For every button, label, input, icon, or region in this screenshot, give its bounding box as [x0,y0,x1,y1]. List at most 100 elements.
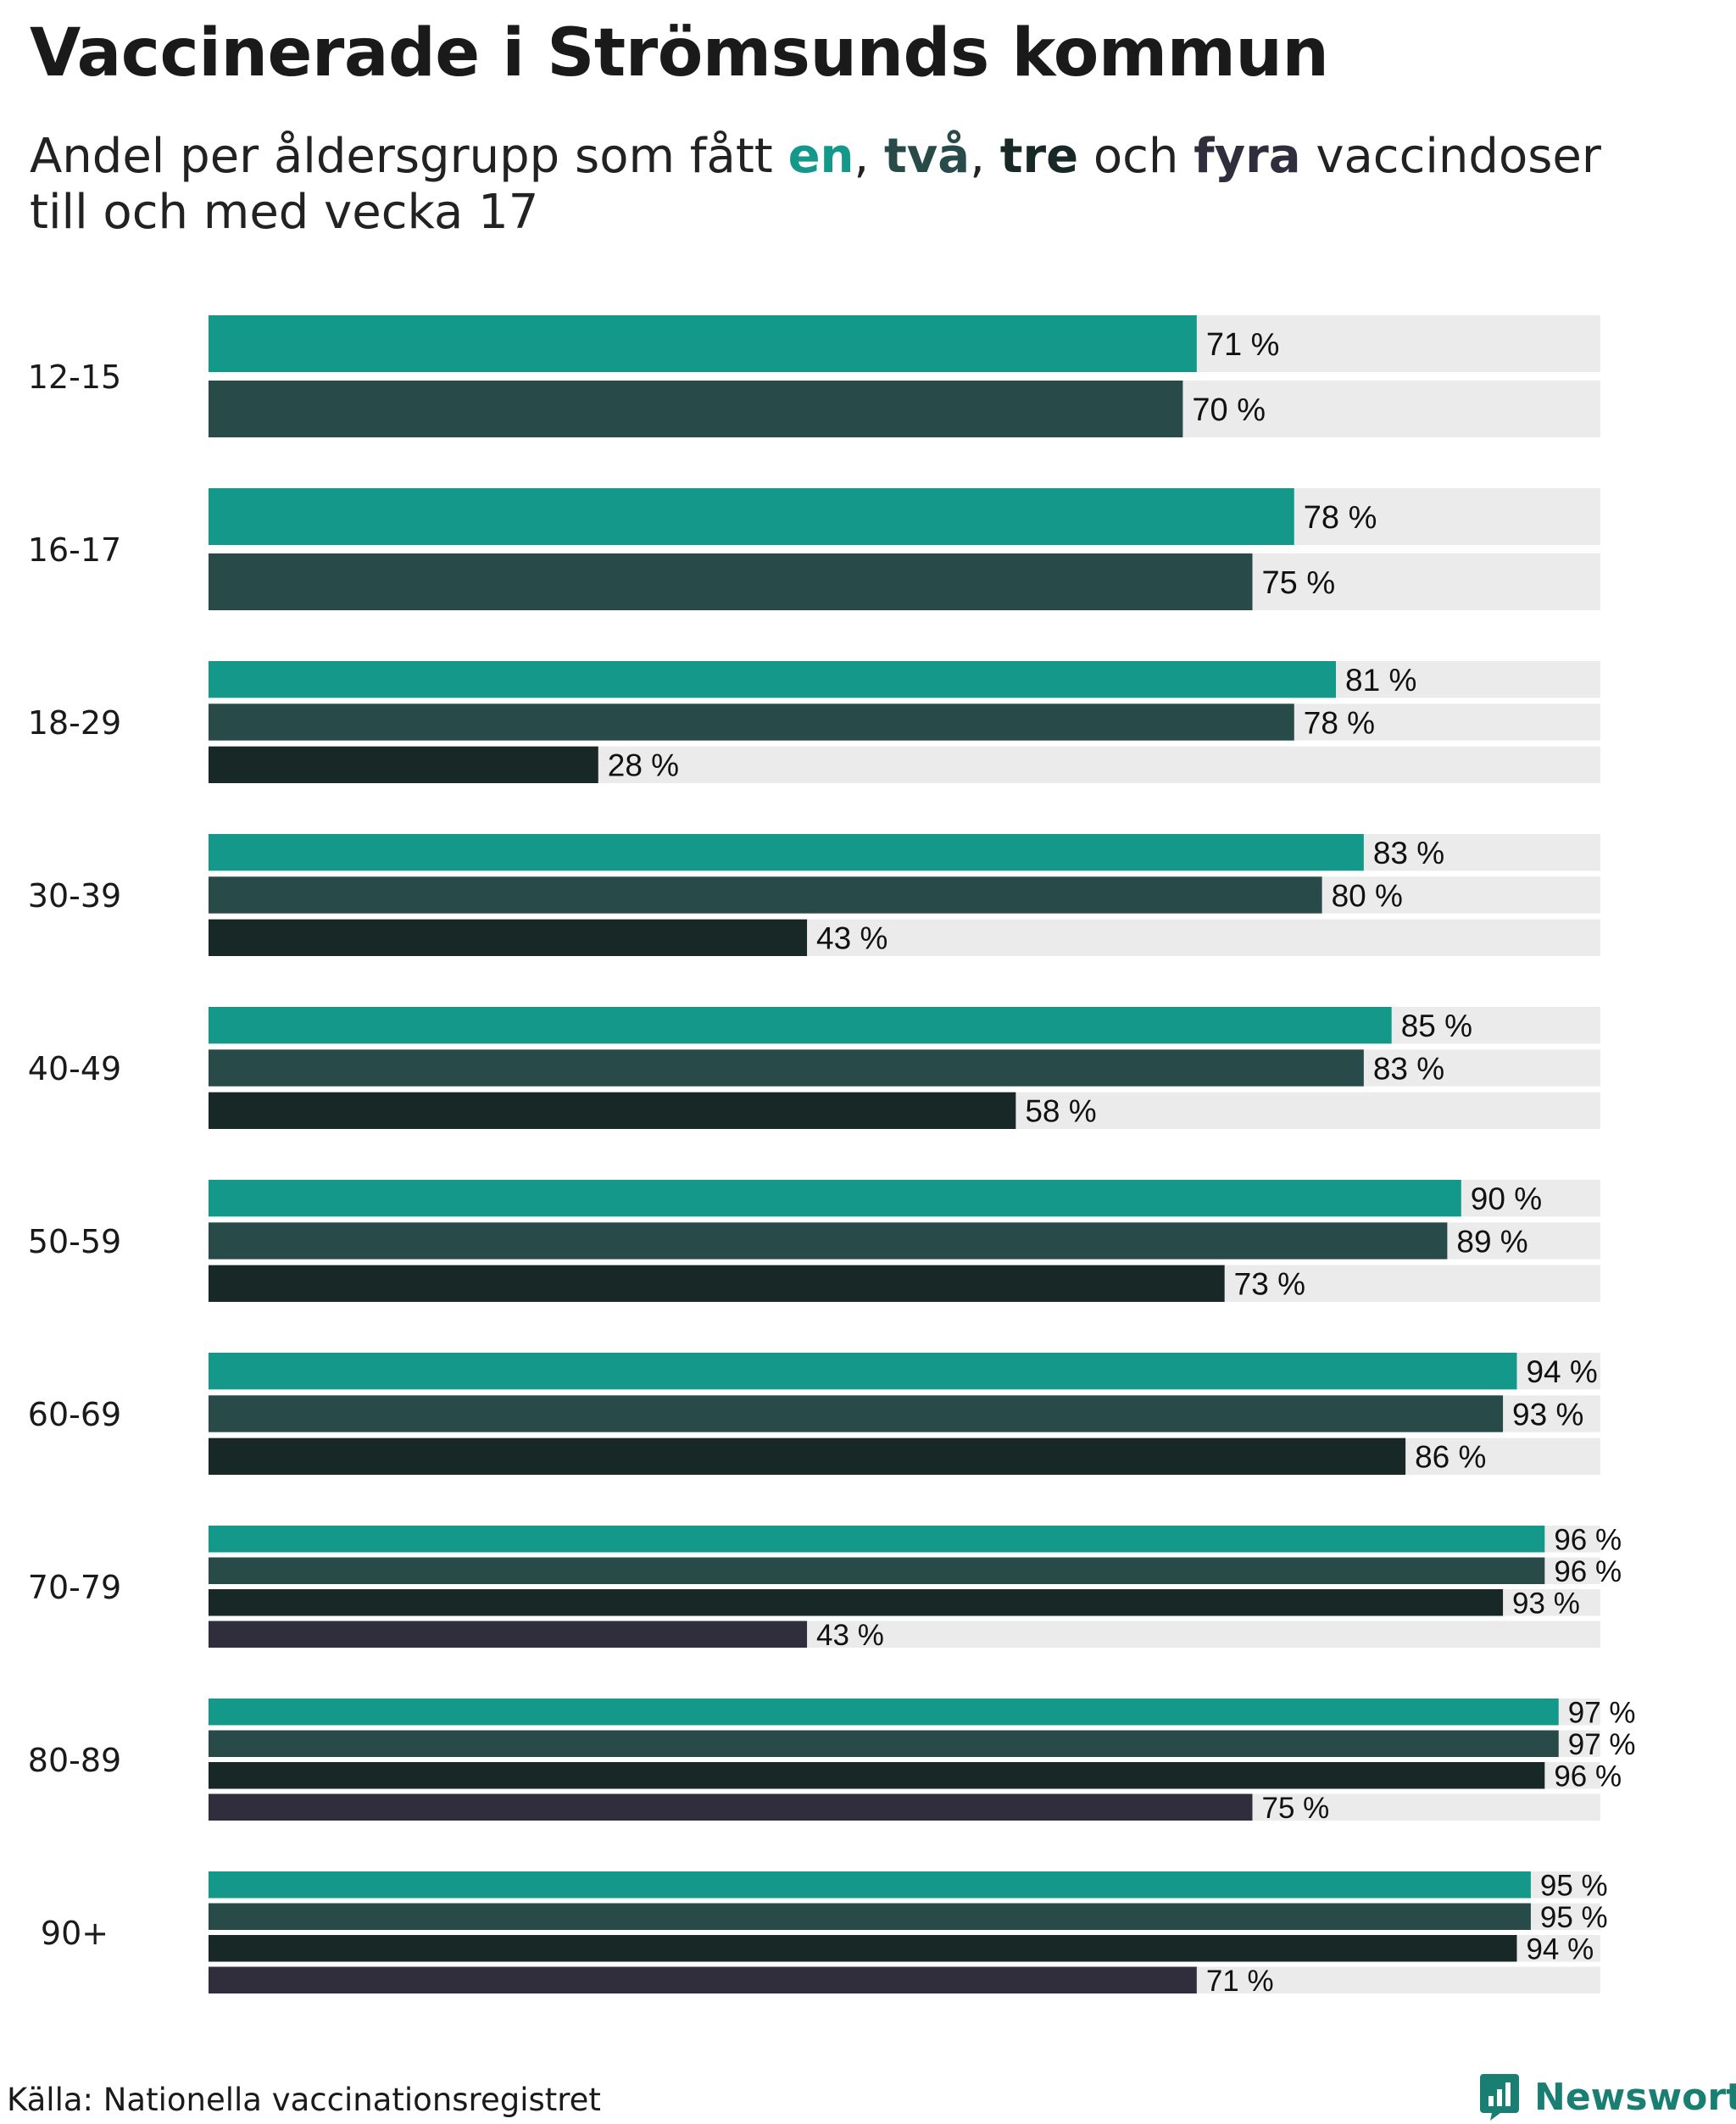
data-label: 83 % [1373,1051,1444,1086]
data-label: 73 % [1234,1267,1305,1302]
age-group-50-59: 50-59 90 % 89 % 73 % [28,1180,1600,1302]
bar-två [209,553,1253,610]
data-label: 89 % [1456,1224,1527,1259]
subtitle-suffix: vaccindoser [1300,129,1601,184]
data-label: 81 % [1345,663,1416,698]
bar-en [209,1526,1545,1553]
category-label: 80-89 [28,1742,121,1779]
category-label: 40-49 [28,1050,121,1087]
bar-tre [209,1762,1545,1789]
bar-två [209,703,1294,741]
subtitle-line-2: till och med vecka 17 [30,185,539,240]
bar-fyra [209,1966,1197,1993]
data-label: 93 % [1512,1587,1580,1620]
data-label: 43 % [816,1619,884,1652]
data-label: 80 % [1332,878,1403,913]
category-label: 60-69 [28,1396,121,1433]
data-label: 78 % [1304,705,1375,740]
bar-tre [209,1589,1504,1616]
chart-title: Vaccinerade i Strömsunds kommun [30,15,1329,92]
bar-en [209,1699,1559,1726]
bar-tre [209,919,808,956]
bar-en [209,834,1364,871]
bar-en [209,488,1294,545]
newsworthy-logo-text: Newsworthy [1534,2075,1736,2119]
age-group-90+: 90+95 %95 %94 %71 % [41,1869,1608,1998]
category-label: 12-15 [28,359,121,396]
data-label: 93 % [1512,1397,1583,1432]
bar-tre [209,1092,1016,1129]
bar-två [209,876,1322,914]
data-label: 94 % [1526,1354,1597,1389]
category-label: 90+ [41,1915,108,1952]
bar-två [209,1395,1504,1432]
legend-dose-3: tre [999,129,1079,184]
category-label: 70-79 [28,1569,121,1606]
data-label: 71 % [1206,1965,1274,1998]
newsworthy-logo: Newsworthy [1478,2070,1736,2124]
subtitle-sep-3: och [1078,129,1194,184]
data-label: 75 % [1262,565,1336,601]
bar-två [209,1049,1364,1087]
bar-två [209,1730,1559,1757]
bar-fyra [209,1621,808,1648]
data-label: 90 % [1471,1182,1542,1216]
data-label: 86 % [1415,1440,1486,1475]
bar-en [209,661,1337,698]
data-label: 85 % [1401,1009,1472,1043]
category-label: 18-29 [28,704,121,742]
data-label: 96 % [1554,1760,1622,1793]
source-note: Källa: Nationella vaccinationsregistret [7,2082,601,2118]
data-label: 58 % [1025,1094,1096,1129]
bar-tre [209,1265,1225,1302]
bar-tre [209,746,598,783]
age-group-12-15: 12-15 71 % 70 % [28,315,1600,437]
bar-en [209,1007,1392,1044]
bar-en [209,1871,1531,1899]
legend-dose-1: en [787,129,854,184]
vaccination-bar-chart: 12-15 71 % 70 % 16-17 78 % 75 % 18-29 81 % 78 % 2… [28,315,1636,1998]
legend-dose-2: två [884,129,971,184]
category-label: 30-39 [28,877,121,915]
bar-en [209,1353,1517,1390]
data-label: 75 % [1262,1792,1330,1825]
data-label: 97 % [1568,1728,1636,1761]
bar-två [209,381,1183,437]
category-label: 50-59 [28,1223,121,1260]
data-label: 97 % [1568,1696,1636,1729]
category-label: 16-17 [28,531,121,569]
data-label: 96 % [1554,1555,1622,1588]
bar-två [209,1903,1531,1930]
data-label: 28 % [608,748,679,783]
age-group-60-69: 60-69 94 % 93 % 86 % [28,1353,1600,1475]
subtitle-sep-1: , [854,129,885,184]
newsworthy-logo-icon [1480,2074,1519,2121]
data-label: 70 % [1192,392,1266,428]
data-label: 71 % [1206,327,1280,363]
data-label: 94 % [1526,1932,1594,1966]
bar-tre [209,1437,1406,1475]
age-group-40-49: 40-49 85 % 83 % 58 % [28,1007,1600,1129]
bar-fyra [209,1793,1253,1821]
data-label: 96 % [1554,1523,1622,1556]
subtitle-prefix: Andel per åldersgrupp som fått [30,129,788,184]
data-label: 43 % [816,921,887,956]
data-label: 78 % [1304,500,1377,536]
subtitle-sep-2: , [970,129,1000,184]
bar-tre [209,1935,1517,1962]
data-label: 95 % [1540,1901,1608,1934]
age-group-30-39: 30-39 83 % 80 % 43 % [28,834,1600,956]
bar-två [209,1222,1448,1259]
bar-en [209,1180,1461,1217]
data-label: 83 % [1373,836,1444,870]
age-group-16-17: 16-17 78 % 75 % [28,488,1600,610]
data-label: 95 % [1540,1869,1608,1902]
chart-subtitle: Andel per åldersgrupp som fått en, två, … [30,129,1640,241]
age-group-18-29: 18-29 81 % 78 % 28 % [28,661,1600,783]
bar-en [209,315,1197,372]
subtitle-line-1: Andel per åldersgrupp som fått en, två, … [30,129,1640,185]
legend-dose-4: fyra [1194,129,1301,184]
